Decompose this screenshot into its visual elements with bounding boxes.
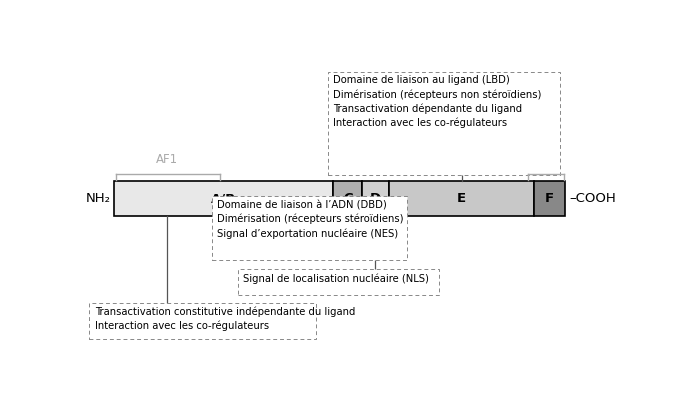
Text: AF1: AF1 — [156, 153, 178, 166]
Bar — [238, 269, 439, 295]
Text: –COOH: –COOH — [569, 192, 616, 205]
Bar — [89, 303, 316, 339]
Text: Domaine de liaison à l’ADN (DBD)
Dimérisation (récepteurs stéroïdiens)
Signal d’: Domaine de liaison à l’ADN (DBD) Diméris… — [217, 200, 404, 239]
Bar — [212, 196, 407, 260]
Text: Transactivation constitutive indépendante du ligand
Interaction avec les co-régu: Transactivation constitutive indépendant… — [95, 307, 355, 331]
Bar — [333, 181, 362, 216]
Text: C: C — [343, 192, 353, 205]
Text: F: F — [545, 192, 554, 205]
Bar — [534, 181, 565, 216]
Text: NH₂: NH₂ — [85, 192, 110, 205]
Text: Domaine de liaison au ligand (LBD)
Dimérisation (récepteurs non stéroïdiens)
Tra: Domaine de liaison au ligand (LBD) Dimér… — [333, 75, 541, 128]
Text: AF2: AF2 — [535, 153, 557, 166]
Text: E: E — [456, 192, 466, 205]
Bar — [362, 181, 389, 216]
Text: D: D — [370, 192, 381, 205]
Bar — [114, 181, 333, 216]
Text: Signal de localisation nucléaire (NLS): Signal de localisation nucléaire (NLS) — [243, 273, 429, 284]
Bar — [389, 181, 534, 216]
Text: A/B: A/B — [211, 192, 236, 205]
Bar — [328, 72, 560, 175]
